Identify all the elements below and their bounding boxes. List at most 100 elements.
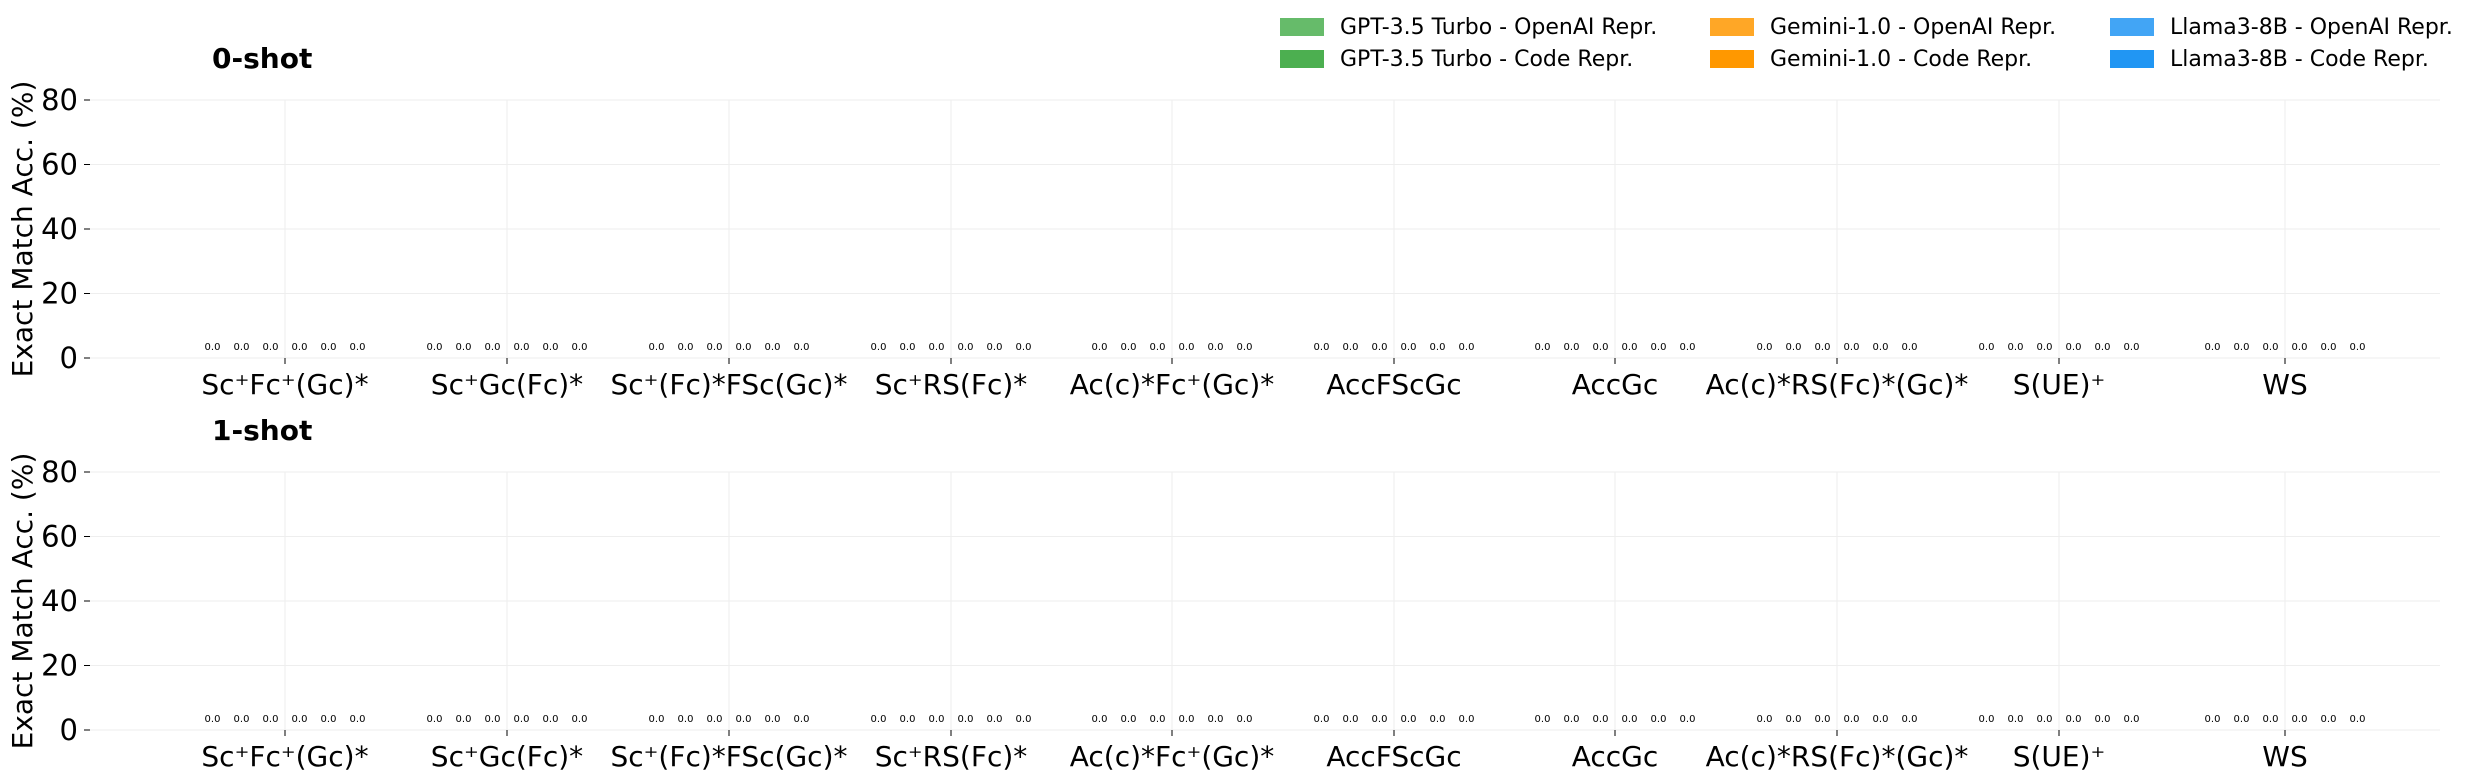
x-tick-label: Sc⁺RS(Fc)* bbox=[875, 740, 1028, 773]
bar-value-label: 0.0 bbox=[871, 714, 887, 725]
bar-value-label: 0.0 bbox=[2321, 714, 2337, 725]
bar-value-label: 0.0 bbox=[1757, 714, 1773, 725]
legend-swatch bbox=[1280, 18, 1324, 36]
bar-value-label: 0.0 bbox=[1343, 342, 1359, 353]
x-tick-label: Sc⁺(Fc)*FSc(Gc)* bbox=[610, 740, 847, 773]
x-tick-label: Sc⁺Gc(Fc)* bbox=[431, 740, 583, 773]
bar-value-label: 0.0 bbox=[1535, 342, 1551, 353]
bar-value-label: 0.0 bbox=[1092, 714, 1108, 725]
bar-value-label: 0.0 bbox=[2008, 342, 2024, 353]
bar-value-label: 0.0 bbox=[1314, 342, 1330, 353]
bar-value-label: 0.0 bbox=[929, 342, 945, 353]
bar-value-label: 0.0 bbox=[1902, 714, 1918, 725]
bar-value-label: 0.0 bbox=[1459, 714, 1475, 725]
x-tick-label: AccGc bbox=[1572, 368, 1659, 401]
bar-value-label: 0.0 bbox=[1430, 342, 1446, 353]
legend-swatch bbox=[1710, 50, 1754, 68]
bar-value-label: 0.0 bbox=[1016, 342, 1032, 353]
bar-value-label: 0.0 bbox=[1680, 714, 1696, 725]
y-tick-label: 80 bbox=[41, 455, 78, 489]
bar-value-label: 0.0 bbox=[1622, 714, 1638, 725]
panel-title: 0-shot bbox=[212, 42, 312, 75]
bar-value-label: 0.0 bbox=[1622, 342, 1638, 353]
bar-value-label: 0.0 bbox=[2205, 342, 2221, 353]
bar-value-label: 0.0 bbox=[1150, 714, 1166, 725]
legend-label: Llama3-8B - OpenAI Repr. bbox=[2170, 14, 2453, 40]
legend-item: Gemini-1.0 - Code Repr. bbox=[1710, 46, 2032, 72]
bar-value-label: 0.0 bbox=[234, 342, 250, 353]
bar-value-label: 0.0 bbox=[1092, 342, 1108, 353]
bar-value-label: 0.0 bbox=[765, 342, 781, 353]
bar-value-label: 0.0 bbox=[1121, 342, 1137, 353]
x-tick-label: S(UE)⁺ bbox=[2013, 740, 2106, 773]
bar-value-label: 0.0 bbox=[1564, 714, 1580, 725]
y-tick-label: 0 bbox=[60, 713, 78, 747]
bar-value-label: 0.0 bbox=[736, 342, 752, 353]
bar-value-label: 0.0 bbox=[514, 342, 530, 353]
x-tick-label: Sc⁺RS(Fc)* bbox=[875, 368, 1028, 401]
x-tick-label: Sc⁺Fc⁺(Gc)* bbox=[201, 368, 368, 401]
bar-value-label: 0.0 bbox=[2066, 342, 2082, 353]
legend-swatch bbox=[2110, 18, 2154, 36]
bar-value-label: 0.0 bbox=[707, 342, 723, 353]
bar-value-label: 0.0 bbox=[1979, 342, 1995, 353]
bar-value-label: 0.0 bbox=[350, 714, 366, 725]
legend-label: Gemini-1.0 - Code Repr. bbox=[1770, 46, 2033, 72]
bar-value-label: 0.0 bbox=[987, 714, 1003, 725]
x-tick-label: WS bbox=[2262, 368, 2307, 401]
bar-value-label: 0.0 bbox=[205, 714, 221, 725]
bar-value-label: 0.0 bbox=[2066, 714, 2082, 725]
bar-value-label: 0.0 bbox=[1979, 714, 1995, 725]
bar-value-label: 0.0 bbox=[1459, 342, 1475, 353]
bar-value-label: 0.0 bbox=[2037, 714, 2053, 725]
y-tick-label: 60 bbox=[41, 520, 78, 554]
legend-item: GPT-3.5 Turbo - Code Repr. bbox=[1280, 46, 1633, 72]
bar-value-label: 0.0 bbox=[2124, 342, 2140, 353]
bar-value-label: 0.0 bbox=[2095, 714, 2111, 725]
bar-value-label: 0.0 bbox=[1535, 714, 1551, 725]
bar-value-label: 0.0 bbox=[1314, 714, 1330, 725]
x-tick-label: Ac(c)*Fc⁺(Gc)* bbox=[1070, 740, 1275, 773]
bar-value-label: 0.0 bbox=[514, 714, 530, 725]
x-tick-label: AccFScGc bbox=[1326, 368, 1461, 401]
bar-value-label: 0.0 bbox=[871, 342, 887, 353]
bar-value-label: 0.0 bbox=[1651, 342, 1667, 353]
bar-value-label: 0.0 bbox=[2350, 714, 2366, 725]
legend-swatch bbox=[1710, 18, 1754, 36]
legend-item: Gemini-1.0 - OpenAI Repr. bbox=[1710, 14, 2056, 40]
bar-value-label: 0.0 bbox=[1150, 342, 1166, 353]
bar-value-label: 0.0 bbox=[2008, 714, 2024, 725]
bar-value-label: 0.0 bbox=[1401, 342, 1417, 353]
bar-value-label: 0.0 bbox=[1651, 714, 1667, 725]
bar-value-label: 0.0 bbox=[321, 714, 337, 725]
bar-value-label: 0.0 bbox=[263, 342, 279, 353]
bar-value-label: 0.0 bbox=[1593, 342, 1609, 353]
legend-label: Llama3-8B - Code Repr. bbox=[2170, 46, 2429, 72]
bar-value-label: 0.0 bbox=[456, 714, 472, 725]
bar-value-label: 0.0 bbox=[2234, 714, 2250, 725]
panel-title: 1-shot bbox=[212, 414, 312, 447]
bar-value-label: 0.0 bbox=[2292, 342, 2308, 353]
bar-value-label: 0.0 bbox=[1873, 342, 1889, 353]
bar-value-label: 0.0 bbox=[900, 714, 916, 725]
bar-value-label: 0.0 bbox=[2350, 342, 2366, 353]
bar-value-label: 0.0 bbox=[292, 342, 308, 353]
bar-value-label: 0.0 bbox=[2037, 342, 2053, 353]
x-tick-label: WS bbox=[2262, 740, 2307, 773]
legend-swatch bbox=[2110, 50, 2154, 68]
legend-label: GPT-3.5 Turbo - Code Repr. bbox=[1340, 46, 1634, 72]
bar-value-label: 0.0 bbox=[1786, 714, 1802, 725]
bar-value-label: 0.0 bbox=[929, 714, 945, 725]
bar-value-label: 0.0 bbox=[958, 342, 974, 353]
bar-value-label: 0.0 bbox=[1564, 342, 1580, 353]
bar-value-label: 0.0 bbox=[1757, 342, 1773, 353]
bar-value-label: 0.0 bbox=[2263, 714, 2279, 725]
bar-value-label: 0.0 bbox=[1016, 714, 1032, 725]
bar-value-label: 0.0 bbox=[958, 714, 974, 725]
y-tick-label: 40 bbox=[41, 584, 78, 618]
bar-value-label: 0.0 bbox=[2124, 714, 2140, 725]
x-tick-label: Sc⁺(Fc)*FSc(Gc)* bbox=[610, 368, 847, 401]
bar-value-label: 0.0 bbox=[321, 342, 337, 353]
bar-value-label: 0.0 bbox=[543, 714, 559, 725]
bar-value-label: 0.0 bbox=[1208, 714, 1224, 725]
